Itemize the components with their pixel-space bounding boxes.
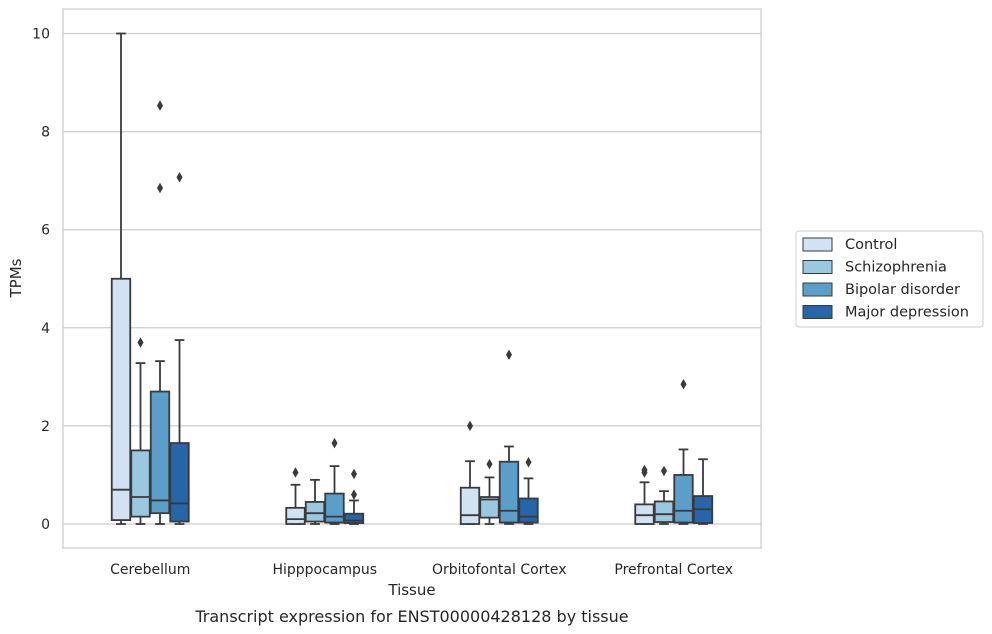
- legend-label: Major depression: [845, 305, 969, 321]
- y-tick-label: 10: [32, 27, 50, 43]
- y-tick-label: 4: [41, 321, 50, 337]
- outlier-point: [680, 378, 687, 390]
- outlier-point: [350, 489, 358, 500]
- legend-swatch: [802, 282, 833, 297]
- iqr-box: [653, 500, 675, 523]
- box-major-depression: [343, 468, 365, 525]
- y-tick-label: 2: [41, 419, 50, 435]
- iqr-box: [479, 496, 500, 519]
- box-schizophrenia: [304, 478, 326, 525]
- outlier-point: [156, 182, 164, 194]
- legend-swatch: [802, 305, 833, 319]
- box-major-depression: [518, 456, 539, 525]
- iqr-box: [285, 506, 306, 525]
- outlier-point: [156, 100, 164, 111]
- outlier-point: [486, 458, 493, 470]
- x-axis-label: Tissue: [387, 581, 435, 599]
- legend-label: Bipolar disorder: [845, 282, 960, 298]
- box-schizophrenia: [653, 465, 675, 525]
- outlier-point: [525, 456, 532, 468]
- iqr-box: [304, 501, 326, 523]
- plot-frame: [62, 8, 762, 549]
- chart-caption: Transcript expression for ENST0000042812…: [194, 607, 628, 626]
- outlier-point: [466, 420, 474, 432]
- legend-item: Schizophrenia: [802, 260, 947, 276]
- iqr-box: [324, 492, 345, 524]
- outlier-point: [641, 464, 648, 476]
- box-schizophrenia: [130, 337, 151, 525]
- box-bipolar-disorder: [149, 100, 171, 525]
- legend-label: Schizophrenia: [845, 260, 947, 276]
- box-bipolar-disorder: [498, 349, 520, 525]
- legend: Control Schizophrenia Bipolar disorder Majo…: [795, 230, 984, 328]
- iqr-box: [673, 474, 694, 524]
- outlier-point: [292, 467, 299, 478]
- outlier-point: [505, 349, 513, 361]
- outlier-point: [137, 337, 144, 348]
- iqr-box: [518, 497, 539, 524]
- iqr-box: [634, 503, 655, 525]
- iqr-box: [110, 277, 132, 521]
- y-tick-label: 8: [41, 125, 50, 141]
- boxes: [110, 32, 714, 525]
- y-tick-label: 0: [41, 517, 50, 533]
- y-axis-label: TPMs: [7, 258, 25, 298]
- box-schizophrenia: [479, 458, 500, 525]
- iqr-box: [130, 449, 151, 518]
- box-major-depression: [692, 458, 714, 525]
- tick-labels: 0 2 4 6 8 10 Cerebellum Hipppocampus Orbitofonta…: [32, 27, 733, 579]
- legend-item: Control: [802, 237, 897, 253]
- x-tick-label: Hipppocampus: [272, 562, 377, 578]
- iqr-box: [498, 460, 520, 524]
- outlier-point: [176, 171, 183, 183]
- iqr-box: [343, 512, 365, 524]
- legend-frame: [795, 230, 984, 328]
- legend-swatch: [802, 260, 833, 274]
- box-control: [634, 464, 655, 525]
- iqr-box: [169, 442, 190, 523]
- box-bipolar-disorder: [673, 378, 694, 525]
- box-control: [110, 32, 132, 525]
- outlier-point: [660, 465, 668, 477]
- legend-swatch: [802, 237, 833, 252]
- legend-item: Bipolar disorder: [802, 282, 960, 298]
- outlier-point: [331, 437, 338, 449]
- box-control: [285, 467, 306, 525]
- outlier-point: [350, 468, 358, 480]
- x-tick-label: Orbitofontal Cortex: [432, 562, 567, 578]
- iqr-box: [149, 390, 171, 515]
- y-tick-label: 6: [41, 223, 50, 239]
- box-major-depression: [169, 171, 190, 525]
- x-tick-label: Cerebellum: [110, 562, 190, 578]
- box-control: [459, 420, 481, 525]
- iqr-box: [459, 486, 481, 525]
- x-tick-label: Prefrontal Cortex: [614, 562, 733, 578]
- legend-item: Major depression: [802, 305, 969, 321]
- legend-label: Control: [845, 237, 897, 253]
- box-bipolar-disorder: [324, 437, 345, 525]
